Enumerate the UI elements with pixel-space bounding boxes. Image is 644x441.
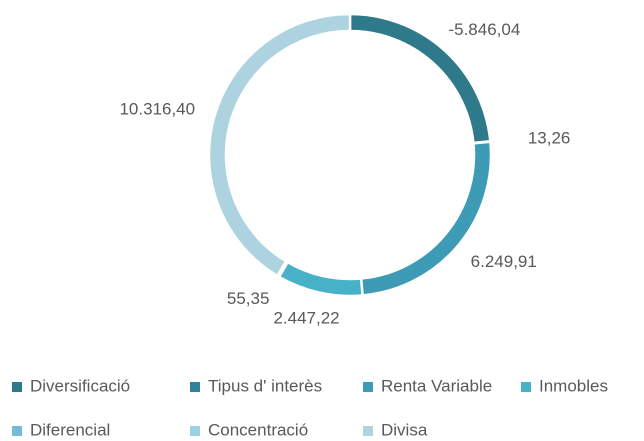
data-label: 10.316,40 — [119, 100, 195, 119]
donut-segment — [207, 12, 352, 278]
data-label: 55,35 — [227, 289, 270, 308]
donut-segment — [359, 140, 493, 297]
legend-label: Diferencial — [30, 420, 110, 439]
legend-swatch — [363, 382, 373, 392]
legend-swatch — [190, 426, 200, 436]
data-label: 13,26 — [528, 128, 571, 147]
legend-swatch — [521, 382, 531, 392]
legend-label: Renta Variable — [381, 376, 492, 395]
legend-swatch — [12, 382, 22, 392]
legend-label: Tipus d' interès — [208, 376, 322, 395]
data-label: -5.846,04 — [448, 20, 520, 39]
donut-segment — [277, 260, 364, 298]
legend-swatch — [12, 426, 22, 436]
legend-swatch — [363, 426, 373, 436]
legend-label: Divisa — [381, 420, 428, 439]
data-label: 6.249,91 — [471, 252, 537, 271]
data-label: 2.447,22 — [273, 308, 339, 327]
legend-label: Inmobles — [539, 376, 608, 395]
legend-label: Diversificació — [30, 376, 130, 395]
legend-label: Concentració — [208, 420, 308, 439]
legend-swatch — [190, 382, 200, 392]
